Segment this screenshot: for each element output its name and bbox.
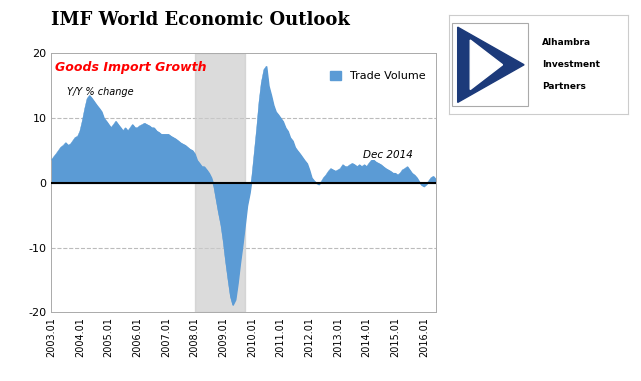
Text: Y/Y % change: Y/Y % change [67, 87, 133, 97]
Polygon shape [458, 27, 524, 102]
FancyBboxPatch shape [453, 23, 528, 106]
Polygon shape [470, 40, 503, 90]
Text: IMF World Economic Outlook: IMF World Economic Outlook [51, 11, 350, 29]
Text: Dec 2014: Dec 2014 [363, 150, 413, 160]
Text: Partners: Partners [542, 82, 586, 91]
Text: Investment: Investment [542, 60, 600, 69]
Text: Goods Import Growth: Goods Import Growth [55, 61, 206, 74]
Text: Alhambra: Alhambra [542, 38, 591, 48]
Legend: Trade Volume: Trade Volume [326, 67, 430, 86]
Bar [195, 53, 245, 312]
